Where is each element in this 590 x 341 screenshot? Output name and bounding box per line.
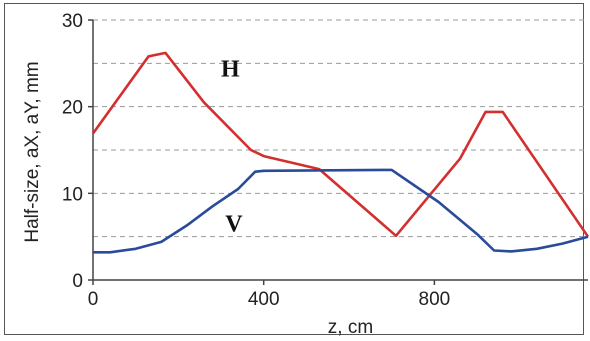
series-lines — [91, 51, 590, 254]
series-line-v — [93, 168, 589, 254]
x-tick-label: 0 — [88, 289, 99, 310]
y-tick-label: 0 — [72, 271, 83, 292]
x-axis-label: z, cm — [328, 317, 373, 338]
x-tick-labels: 0 400 800 — [88, 289, 451, 310]
y-axis-label: Half-size, aX, aY, mm — [22, 61, 43, 242]
series-annotation-v: V — [225, 211, 243, 237]
series-annotation-h: H — [221, 56, 240, 82]
y-tick-label: 10 — [62, 184, 83, 205]
x-tick-label: 400 — [248, 289, 280, 310]
y-tick-label: 20 — [62, 98, 83, 119]
grid-lines — [93, 19, 588, 238]
series-line-h — [91, 51, 590, 238]
axes — [88, 19, 588, 285]
x-tick-label: 800 — [419, 289, 451, 310]
y-tick-label: 30 — [62, 11, 83, 32]
y-tick-labels: 0 10 20 30 — [62, 11, 83, 292]
series-labels: HV — [221, 56, 243, 237]
